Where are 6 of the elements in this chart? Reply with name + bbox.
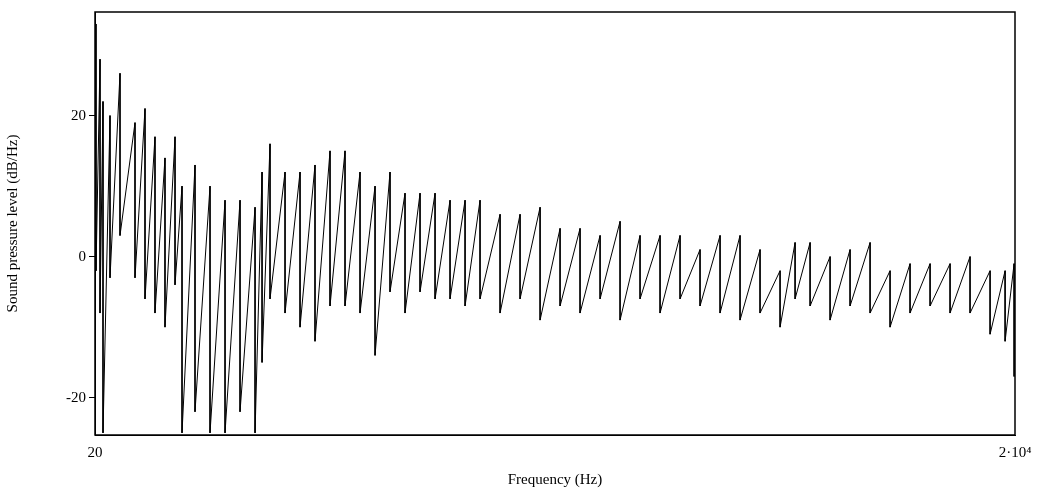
y-tick-label: 20 [71, 106, 86, 123]
x-tick-label: 2·10⁴ [998, 443, 1032, 460]
x-axis-title: Frequency (Hz) [507, 470, 603, 488]
y-axis-title: Sound pressure level (dB/Hz) [3, 134, 21, 313]
y-tick-label: 0 [78, 247, 86, 264]
y-tick-label: -20 [66, 388, 86, 405]
